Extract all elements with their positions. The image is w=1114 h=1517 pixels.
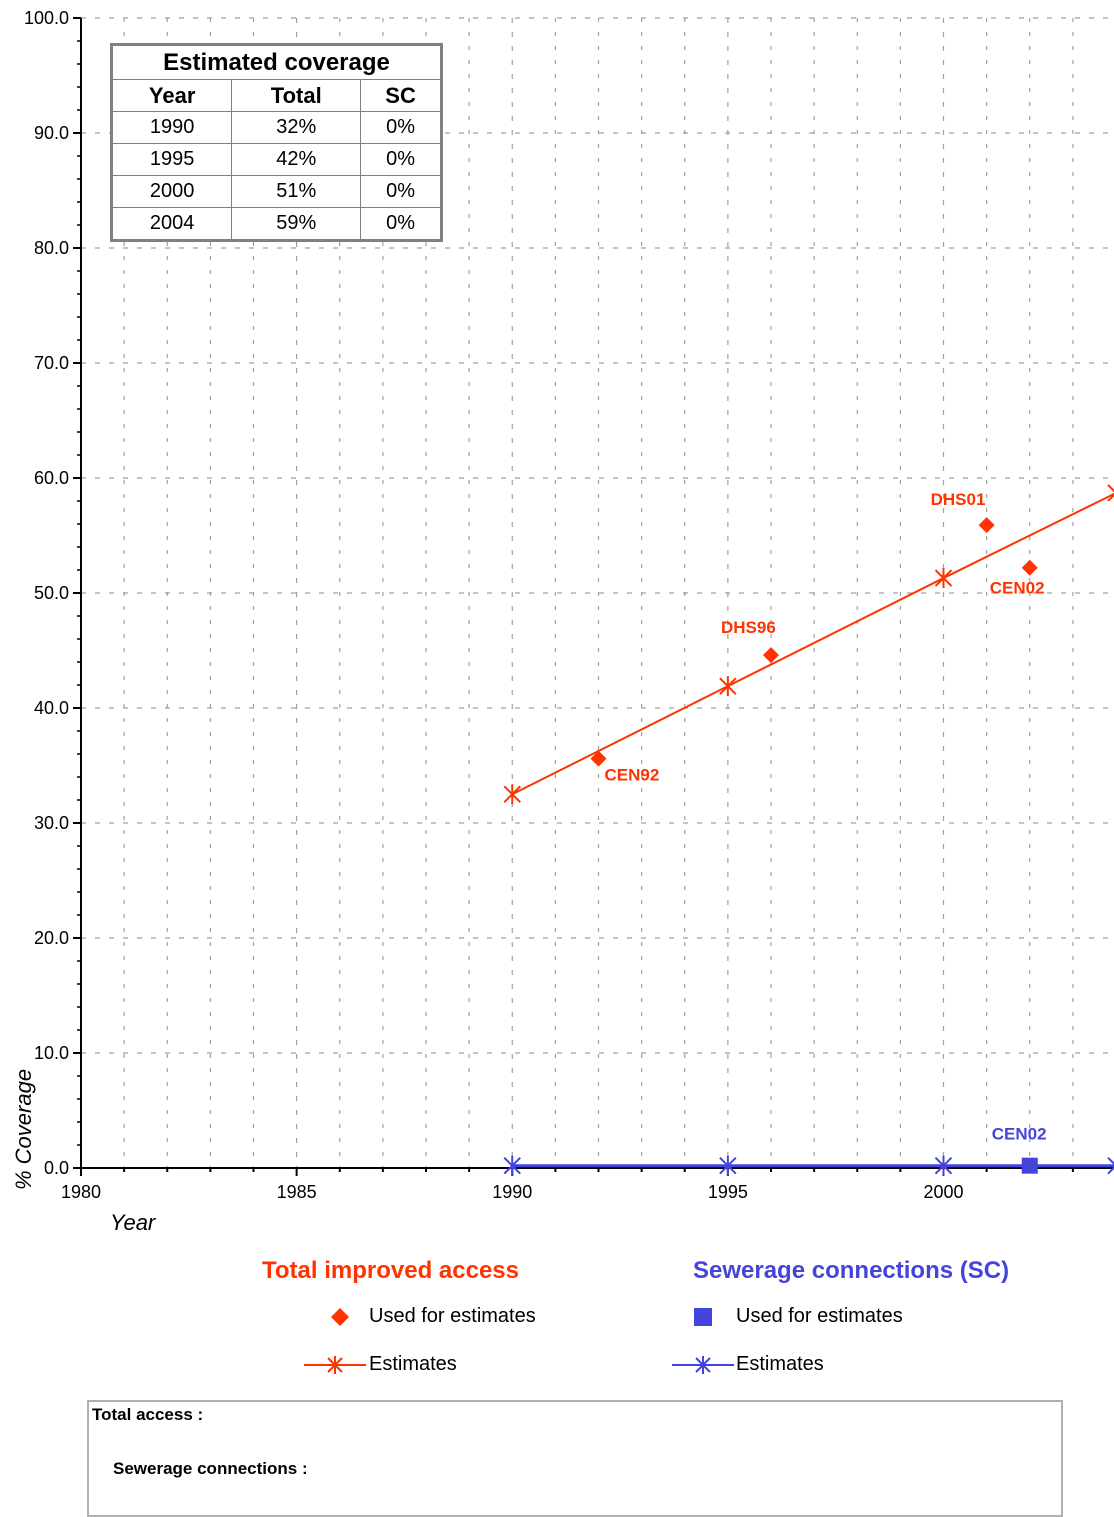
legend-title-total: Total improved access [262, 1257, 519, 1284]
y-tick-label: 20.0 [34, 928, 69, 948]
grid-lines [81, 17, 1114, 1168]
y-tick-label: 40.0 [34, 698, 69, 718]
estimate-point [719, 1155, 737, 1176]
table-cell-year: 2000 [110, 175, 233, 208]
table-cell-total: 59% [231, 207, 362, 241]
table-cell-sc: 0% [360, 111, 442, 144]
x-tick-label: 1985 [277, 1182, 317, 1202]
table-header-sc: SC [360, 79, 442, 112]
table-cell-total: 42% [231, 143, 362, 176]
survey-label: CEN02 [992, 1125, 1047, 1144]
legend-sewerage-used-label: Used for estimates [736, 1305, 903, 1327]
y-tick-label: 0.0 [44, 1158, 69, 1178]
table-row: 2000 51% 0% [110, 175, 442, 208]
y-tick-label: 80.0 [34, 238, 69, 258]
y-tick-label: 90.0 [34, 123, 69, 143]
x-tick-label: 1990 [492, 1182, 532, 1202]
survey-label: CEN02 [990, 579, 1045, 598]
table-header-year: Year [110, 79, 233, 112]
estimate-line-sewerage-icon [672, 1356, 734, 1374]
x-axis-label: Year [110, 1210, 157, 1235]
estimated-coverage-table: Estimated coverage Year Total SC 1990 32… [110, 43, 443, 242]
legend-sewerage-estimates-label: Estimates [736, 1353, 824, 1375]
survey-label: CEN92 [605, 766, 660, 785]
estimate-point [503, 784, 521, 805]
estimate-point [934, 1155, 953, 1176]
y-tick-label: 70.0 [34, 353, 69, 373]
survey-point [590, 750, 607, 767]
total-series: CEN92 DHS96 DHS01 CEN02 [590, 490, 1045, 785]
x-tick-label: 2000 [923, 1182, 963, 1202]
data-series: CEN92 DHS96 DHS01 CEN02 CEN02 [503, 484, 1114, 1176]
y-tick-label: 30.0 [34, 813, 69, 833]
table-row: 2004 59% 0% [110, 207, 442, 241]
estimate-point [1107, 484, 1114, 502]
x-tick-label: 1980 [61, 1182, 101, 1202]
y-tick-label: 10.0 [34, 1043, 69, 1063]
table-row: 1990 32% 0% [110, 111, 442, 144]
table-header-total: Total [231, 79, 362, 112]
survey-point [763, 647, 779, 664]
table-cell-sc: 0% [360, 143, 442, 176]
table-cell-total: 51% [231, 175, 362, 208]
survey-point [1021, 559, 1038, 576]
table-cell-sc: 0% [360, 175, 442, 208]
table-title: Estimated coverage [111, 44, 442, 80]
estimate-point [934, 568, 953, 589]
total-series [503, 484, 1114, 805]
table-cell-total: 32% [231, 111, 362, 144]
total-access-note-label: Total access : [92, 1405, 204, 1424]
survey-label: DHS01 [931, 490, 986, 509]
legend-title-sewerage: Sewerage connections (SC) [693, 1257, 1010, 1284]
table-cell-year: 2004 [110, 207, 233, 241]
y-tick-label: 100.0 [24, 8, 69, 28]
y-tick-label: 60.0 [34, 468, 69, 488]
estimate-point [1107, 1156, 1114, 1175]
sewerage-series [503, 1155, 1114, 1176]
survey-label: DHS96 [721, 618, 776, 637]
y-tick-label: 50.0 [34, 583, 69, 603]
y-axis-label: % Coverage [11, 1069, 36, 1190]
estimate-point [503, 1155, 521, 1176]
legend-total-used-label: Used for estimates [369, 1305, 536, 1327]
table-row: 1995 42% 0% [110, 143, 442, 176]
table-cell-year: 1990 [110, 111, 233, 144]
table-cell-sc: 0% [360, 207, 442, 241]
sewerage-series: CEN02 [992, 1125, 1047, 1174]
estimate-line [511, 492, 1114, 796]
x-tick-label: 1995 [708, 1182, 748, 1202]
notes-box [87, 1400, 1063, 1517]
survey-point [978, 517, 995, 534]
table-cell-year: 1995 [110, 143, 233, 176]
estimate-line-total-icon [304, 1356, 366, 1374]
estimate-point [719, 676, 737, 697]
diamond-marker-icon [331, 1308, 349, 1326]
square-marker-icon [694, 1308, 712, 1326]
legend-total-estimates-label: Estimates [369, 1353, 457, 1375]
sewerage-note-label: Sewerage connections : [113, 1459, 308, 1478]
